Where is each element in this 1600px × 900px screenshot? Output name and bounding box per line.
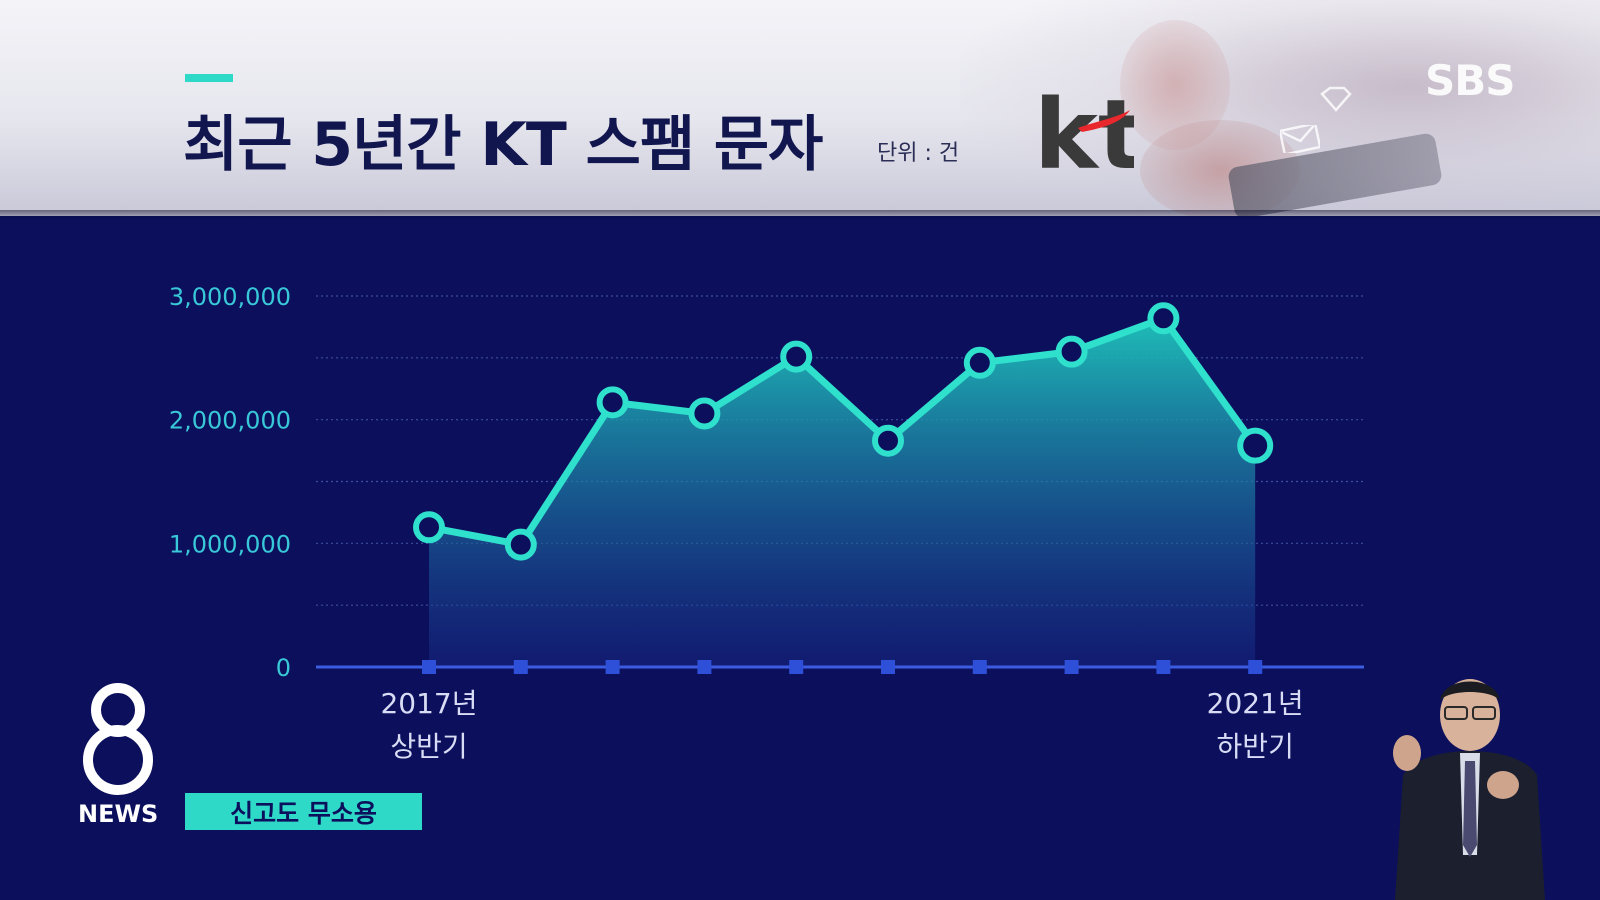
sign-language-interpreter [1393,679,1545,900]
unit-label: 단위 : 건 [877,141,960,166]
data-point [1055,335,1088,368]
x-tick-marker [1064,660,1079,674]
header-shadow [0,210,1600,220]
header-banner [0,0,1600,216]
data-point [963,346,996,379]
data-point [504,528,537,561]
data-point [596,386,629,419]
x-tick-label: 2017년 [380,687,477,720]
data-point [413,511,445,544]
x-tick-label: 2021년 [1207,687,1304,720]
x-tick-marker [789,660,804,674]
x-tick-marker [1156,660,1171,674]
x-tick-marker [605,660,620,674]
x-tick-label: 하반기 [1217,730,1294,763]
y-tick-label: 3,000,000 [169,283,291,311]
data-point [780,340,813,373]
y-tick-label: 0 [276,654,291,682]
x-tick-marker [1248,660,1263,674]
news-8-logo [83,683,153,795]
x-tick-marker [972,660,987,674]
series-line [428,314,1259,549]
svg-text:kt: kt [1034,88,1134,178]
news-logo-text: NEWS [78,800,159,828]
caption-badge: 신고도 무소용 [185,793,422,830]
x-tick-marker [697,660,712,674]
data-point [688,397,721,430]
envelope-icon [1280,125,1320,153]
data-point [872,424,904,457]
y-tick-label: 1,000,000 [169,530,291,558]
kt-logo: kt [1034,88,1134,178]
x-tick-label: 상반기 [390,730,467,763]
sbs-logo: SBS [1425,56,1516,105]
data-point [1237,427,1274,464]
y-tick-label: 2,000,000 [169,407,291,435]
x-tick-marker [881,660,895,674]
x-tick-marker [422,660,436,674]
page-title: 최근 5년간 KT 스팸 문자 [183,110,823,180]
data-point [1147,302,1180,335]
x-tick-marker [513,660,528,674]
title-accent-bar [185,74,233,82]
diamond-icon [1320,86,1352,112]
